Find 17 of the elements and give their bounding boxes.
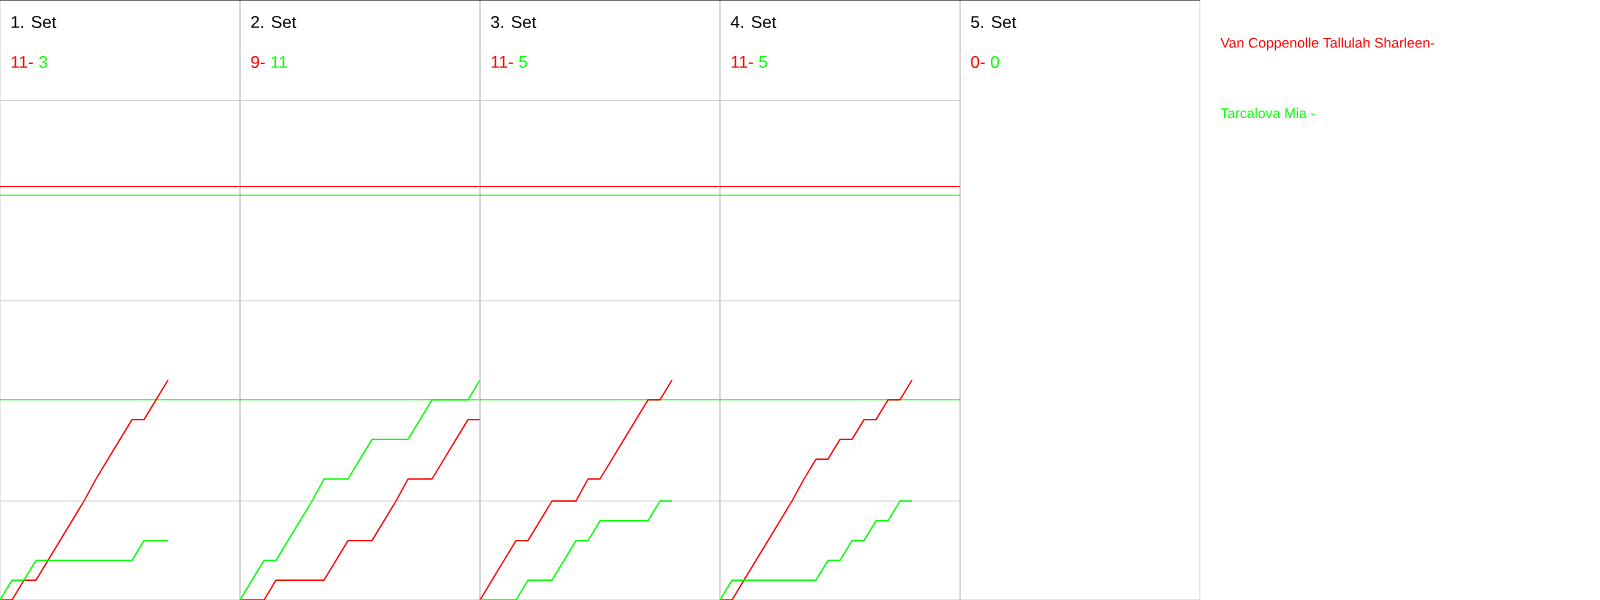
text: 9-	[251, 55, 265, 68]
text: Tarcalova Mia -	[1220, 107, 1315, 119]
text: 11-	[491, 56, 513, 68]
chart-title: 4. Set	[730, 16, 777, 29]
text: 11	[271, 56, 288, 68]
chart-title: 2. Set	[251, 16, 297, 29]
text: 5	[519, 56, 528, 68]
chart-title: 3. Set	[491, 16, 537, 29]
text: Van Coppenolle Tallulah Sharleen-	[1220, 37, 1435, 51]
text: 0-	[971, 55, 985, 68]
chart-title: 1. Set	[11, 16, 57, 29]
text: 11-	[731, 56, 753, 68]
text: 3	[39, 55, 48, 68]
text: 11-	[11, 56, 33, 68]
text: 5	[759, 56, 768, 68]
text: 0	[990, 55, 1000, 68]
text: 5. Set	[971, 16, 1017, 29]
